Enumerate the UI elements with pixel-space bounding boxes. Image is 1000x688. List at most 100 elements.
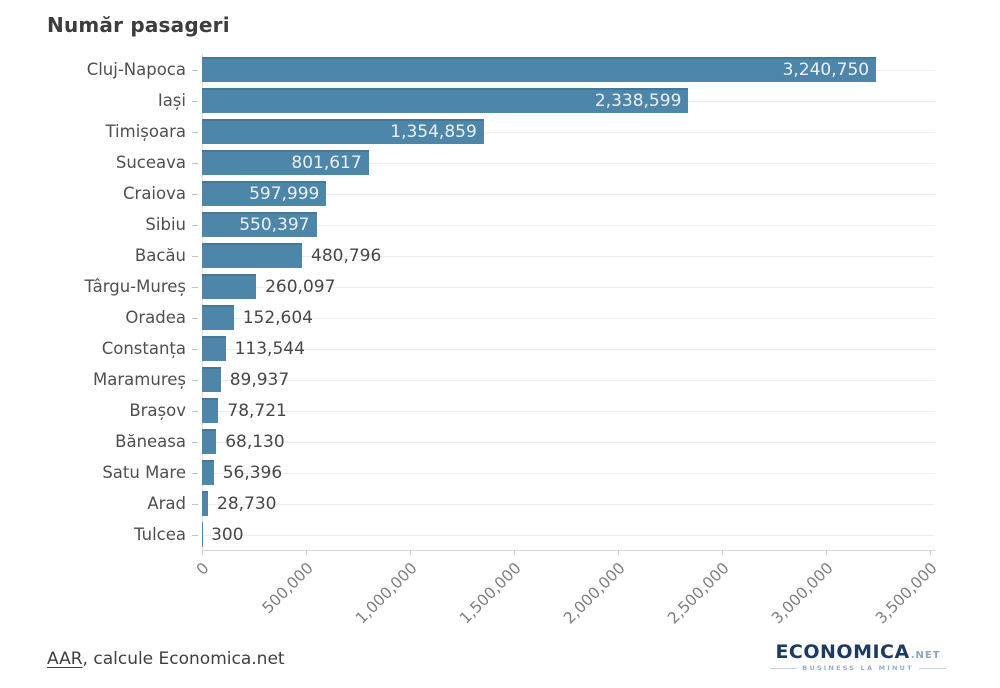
category-tick bbox=[192, 472, 198, 474]
bar-track: 260,097 bbox=[192, 271, 935, 302]
value-label-inside: 597,999 bbox=[249, 183, 320, 204]
x-tick-label: 0 bbox=[193, 559, 213, 579]
bar-row: Tulcea 300 bbox=[0, 519, 935, 550]
category-label: Tulcea bbox=[134, 525, 186, 544]
category-tick bbox=[192, 286, 198, 288]
bar bbox=[202, 305, 234, 330]
bar bbox=[202, 460, 214, 485]
bar-row: Târgu-Mureș 260,097 bbox=[0, 271, 935, 302]
category-tick bbox=[192, 441, 198, 443]
category-tick bbox=[192, 100, 198, 102]
bar: 1,354,859 bbox=[202, 119, 484, 144]
y-axis-line bbox=[202, 54, 203, 553]
bar-track: 801,617 bbox=[192, 147, 935, 178]
source-link[interactable]: AAR bbox=[47, 649, 83, 669]
bar-track: 1,354,859 bbox=[192, 116, 935, 147]
category-label: Craiova bbox=[123, 184, 186, 203]
bar-row: Brașov 78,721 bbox=[0, 395, 935, 426]
bar-track: 89,937 bbox=[192, 364, 935, 395]
logo-tld: .NET bbox=[910, 650, 941, 661]
bar-row: Sibiu 550,397 bbox=[0, 209, 935, 240]
bar-track: 56,396 bbox=[192, 457, 935, 488]
category-label: Satu Mare bbox=[102, 463, 186, 482]
bar: 2,338,599 bbox=[202, 88, 689, 113]
bar-track: 300 bbox=[192, 519, 935, 550]
value-label-outside: 78,721 bbox=[227, 400, 287, 421]
bar-row: Maramureș 89,937 bbox=[0, 364, 935, 395]
category-label: Iași bbox=[157, 91, 186, 110]
source-text: , calcule Economica.net bbox=[82, 649, 285, 669]
bar bbox=[202, 243, 302, 268]
logo-name: ECONOMICA bbox=[775, 641, 910, 663]
bar-track: 550,397 bbox=[192, 209, 935, 240]
x-tick-label: 2,500,000 bbox=[664, 559, 733, 628]
tagline-rule-left bbox=[770, 667, 798, 669]
logo-wordmark: ECONOMICA .NET bbox=[770, 641, 946, 663]
bar-row: Suceava 801,617 bbox=[0, 147, 935, 178]
bar bbox=[202, 491, 208, 516]
category-label: Bacău bbox=[134, 246, 186, 265]
value-label-outside: 89,937 bbox=[229, 369, 290, 390]
bar bbox=[202, 336, 226, 361]
x-tick-label: 3,000,000 bbox=[768, 559, 837, 628]
category-label: Băneasa bbox=[115, 432, 186, 451]
category-label: Cluj-Napoca bbox=[86, 60, 186, 79]
bar-track: 68,130 bbox=[192, 426, 935, 457]
value-label-outside: 300 bbox=[211, 524, 244, 545]
value-label-outside: 480,796 bbox=[311, 245, 382, 266]
bar-row: Constanța 113,544 bbox=[0, 333, 935, 364]
bar: 597,999 bbox=[202, 181, 327, 206]
x-tick bbox=[618, 550, 619, 555]
category-label: Oradea bbox=[125, 308, 186, 327]
bar-track: 597,999 bbox=[192, 178, 935, 209]
x-tick bbox=[514, 550, 515, 555]
bar-row: Arad 28,730 bbox=[0, 488, 935, 519]
x-tick-label: 2,000,000 bbox=[560, 559, 629, 628]
bar-track: 480,796 bbox=[192, 240, 935, 271]
x-tick bbox=[410, 550, 411, 555]
value-label-outside: 113,544 bbox=[234, 338, 305, 359]
category-label: Constanța bbox=[101, 339, 186, 358]
bar-track: 78,721 bbox=[192, 395, 935, 426]
x-tick bbox=[826, 550, 827, 555]
chart-title: Număr pasageri bbox=[47, 13, 230, 37]
bar-row: Bacău 480,796 bbox=[0, 240, 935, 271]
bar-rows: Cluj-Napoca 3,240,750 Iași 2,338,599 Tim… bbox=[0, 54, 935, 550]
bar-track: 2,338,599 bbox=[192, 85, 935, 116]
value-label-inside: 2,338,599 bbox=[594, 90, 682, 111]
category-label: Arad bbox=[147, 494, 186, 513]
bar bbox=[202, 429, 217, 454]
x-tick bbox=[306, 550, 307, 555]
economica-logo: ECONOMICA .NET BUSINESS LA MINUT bbox=[770, 641, 947, 672]
category-tick bbox=[192, 162, 198, 164]
value-label-inside: 1,354,859 bbox=[390, 121, 477, 142]
category-tick bbox=[192, 379, 198, 381]
value-label-inside: 801,617 bbox=[291, 152, 362, 173]
category-tick bbox=[192, 503, 198, 505]
category-label: Timișoara bbox=[105, 122, 186, 141]
category-label: Maramureș bbox=[93, 370, 186, 389]
category-label: Sibiu bbox=[145, 215, 186, 234]
x-tick bbox=[202, 550, 203, 555]
tagline-rule-right bbox=[918, 667, 947, 669]
category-label: Suceava bbox=[115, 153, 186, 172]
bar-row: Satu Mare 56,396 bbox=[0, 457, 935, 488]
category-label: Târgu-Mureș bbox=[84, 277, 186, 296]
bar-row: Oradea 152,604 bbox=[0, 302, 935, 333]
x-tick-label: 500,000 bbox=[258, 559, 317, 618]
category-tick bbox=[192, 69, 198, 71]
bar-row: Timișoara 1,354,859 bbox=[0, 116, 935, 147]
x-tick bbox=[722, 550, 723, 555]
bar-track: 152,604 bbox=[192, 302, 935, 333]
category-tick bbox=[192, 534, 198, 536]
logo-tagline: BUSINESS LA MINUT bbox=[802, 664, 914, 672]
source-note: AAR, calcule Economica.net bbox=[47, 649, 285, 669]
bar bbox=[202, 274, 257, 299]
bar-track: 28,730 bbox=[192, 488, 935, 519]
bar-track: 113,544 bbox=[192, 333, 935, 364]
category-tick bbox=[192, 317, 198, 319]
category-tick bbox=[192, 410, 198, 412]
bar-track: 3,240,750 bbox=[192, 54, 935, 85]
value-label-outside: 68,130 bbox=[225, 431, 285, 452]
bar: 550,397 bbox=[202, 212, 317, 237]
